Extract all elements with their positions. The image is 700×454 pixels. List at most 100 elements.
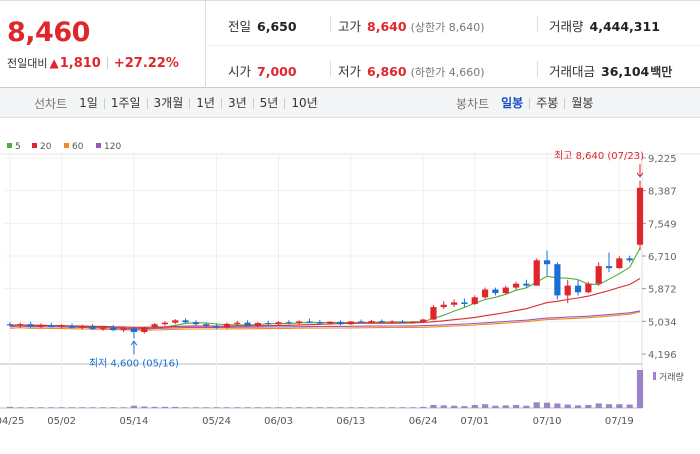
tab-10y[interactable]: 10년: [284, 97, 323, 109]
volume-legend-swatch: [653, 372, 656, 380]
tab-weekly[interactable]: 주봉: [529, 97, 564, 109]
volume-bar: [430, 404, 437, 408]
legend-swatch-20: [32, 143, 37, 148]
volume-bar: [399, 407, 406, 408]
tab-1y[interactable]: 1년: [189, 97, 221, 109]
candle-body: [337, 321, 344, 325]
volume-bar: [265, 407, 272, 408]
candle-body: [399, 321, 406, 323]
candle-body: [512, 283, 520, 288]
volume-bar: [585, 404, 592, 408]
y-tick-label: 4,196: [648, 350, 677, 361]
volume-bar: [37, 407, 45, 408]
candle-body: [37, 325, 45, 327]
candle-body: [244, 322, 251, 326]
volume-bar: [533, 402, 540, 408]
candle-body: [172, 320, 179, 323]
volume-bar: [420, 406, 427, 408]
volume-bar: [389, 407, 396, 408]
candle-body: [626, 258, 633, 261]
candle-body: [605, 266, 613, 269]
volume-bar: [564, 404, 571, 408]
volume-bar: [451, 405, 458, 408]
candle-body: [409, 321, 416, 323]
candle-body: [523, 283, 530, 286]
x-tick-label: 05/24: [202, 416, 231, 427]
volume-bar: [275, 407, 282, 408]
ma-line-20: [9, 278, 641, 328]
amount-label: 거래대금: [549, 64, 596, 79]
volume-bar: [182, 407, 189, 408]
max-price-label: 최고 8,640 (07/23): [554, 150, 644, 162]
candle-body: [265, 323, 272, 325]
price-box: 8,460 전일대비 ▲ 1,810 +27.22%: [0, 1, 206, 88]
candle-body: [68, 325, 76, 328]
candle-body: [234, 322, 241, 324]
stock-chart: 5 20 60 120 9,225 8,387 7,549 6,710 5,872 5,034 4,…: [0, 118, 700, 450]
tab-monthly[interactable]: 월봉: [564, 97, 599, 109]
x-tick-label: 05/02: [47, 416, 76, 427]
volume-bar: [99, 407, 107, 408]
x-tick-label: 05/14: [120, 416, 149, 427]
candle-body: [254, 323, 261, 326]
candle-body: [616, 258, 623, 269]
volume-legend-label: 거래량: [659, 371, 684, 383]
y-tick-label: 5,872: [648, 285, 677, 296]
candle-body: [182, 320, 189, 323]
candle-body: [430, 307, 437, 320]
legend-label-60: 60: [72, 142, 84, 152]
tab-3m[interactable]: 3개월: [146, 97, 190, 109]
x-tick-label: 07/01: [460, 416, 489, 427]
candle-body: [378, 321, 385, 323]
divider: [207, 45, 700, 46]
tab-3y[interactable]: 3년: [220, 97, 253, 109]
tab-1w[interactable]: 1주일: [103, 97, 147, 109]
legend-swatch-120: [96, 143, 101, 148]
candle-body: [58, 325, 65, 327]
divider: [330, 61, 331, 77]
candle-body: [275, 322, 282, 325]
candle-body: [89, 326, 96, 329]
chart-svg: 5 20 60 120 9,225 8,387 7,549 6,710 5,872 5,034 4,…: [0, 142, 700, 427]
candle-body: [461, 302, 468, 304]
volume-bar: [626, 404, 633, 408]
volume-bar: [543, 402, 551, 408]
candle-body: [368, 321, 375, 323]
volume-bar: [120, 407, 127, 408]
candle-body: [6, 324, 14, 326]
volume-bar: [605, 404, 613, 408]
legend-swatch-60: [64, 143, 69, 148]
low-label: 저가: [338, 64, 362, 79]
candle-body: [471, 297, 478, 304]
line-chart-title: 선차트: [34, 96, 68, 111]
candle-body: [543, 260, 551, 265]
candle-body: [130, 328, 138, 333]
stock-summary: 8,460 전일대비 ▲ 1,810 +27.22% 전일 6,650 고가 8…: [0, 0, 700, 88]
divider: [537, 61, 538, 77]
volume-bar: [554, 403, 561, 408]
volume-bar: [234, 407, 241, 408]
volume-bar: [110, 407, 117, 408]
legend-label-20: 20: [40, 142, 52, 152]
change-label: 전일대비: [7, 57, 48, 70]
volume-bar: [27, 407, 34, 408]
x-tick-label: 07/10: [533, 416, 562, 427]
candle-body: [564, 285, 571, 296]
volume-bar: [89, 407, 96, 408]
candle-body: [451, 302, 458, 305]
candle-body: [420, 319, 427, 322]
tab-daily[interactable]: 일봉: [501, 95, 524, 110]
candle-body: [585, 283, 592, 293]
volume-bar: [378, 407, 385, 408]
legend-swatch-5: [7, 143, 12, 148]
x-tick-label: 07/19: [605, 416, 634, 427]
volume-bar: [296, 407, 303, 408]
high-label: 고가: [338, 19, 362, 34]
candle-body: [141, 327, 148, 333]
volume-bar: [285, 407, 292, 408]
volume-bar: [327, 407, 334, 408]
volume-bar: [151, 406, 158, 408]
tab-1d[interactable]: 1일: [79, 95, 98, 110]
candle-body: [99, 327, 107, 329]
tab-5y[interactable]: 5년: [252, 97, 285, 109]
